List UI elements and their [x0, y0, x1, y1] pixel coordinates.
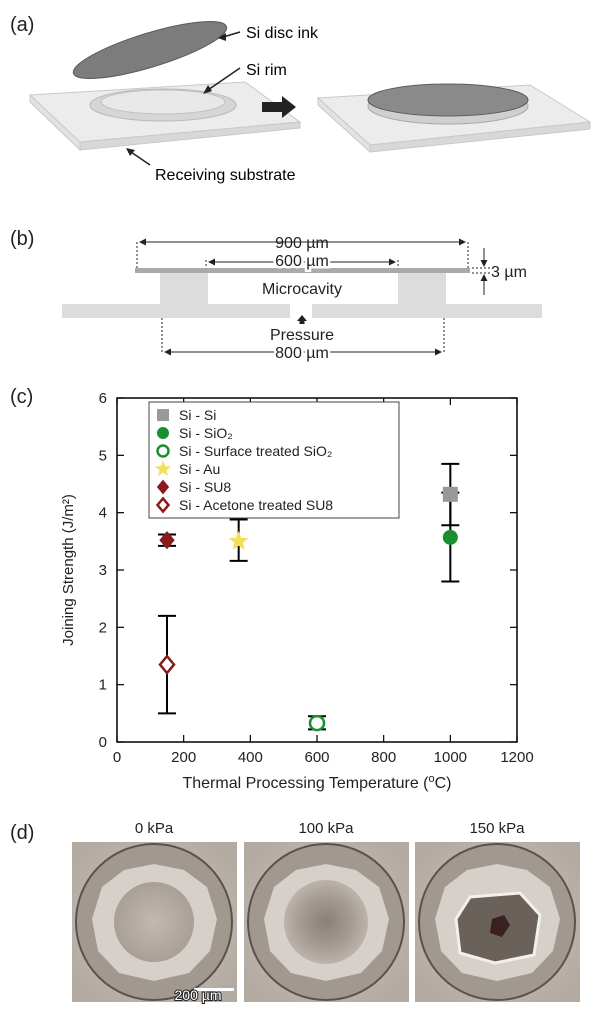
legend-marker — [156, 479, 170, 495]
x-tick-label: 600 — [304, 749, 329, 766]
microcavity-label: Microcavity — [262, 281, 342, 298]
chart-legend: Si - Si Si - SiO₂ Si - Surface treated SiO… — [148, 401, 400, 519]
panel-c-label: (c) — [10, 386, 34, 408]
disc-membrane — [135, 268, 470, 273]
dim-900-label: 900 µm — [275, 235, 329, 252]
x-axis-label: Thermal Processing Temperature (oC) — [182, 773, 451, 792]
y-tick-label: 0 — [99, 734, 107, 751]
x-tick-label: 0 — [113, 749, 121, 766]
si-disc-ink — [72, 21, 228, 79]
substrate-bar-right — [312, 304, 542, 318]
panel-b-diagram: 900 µm 600 µm 3 µm Microcavity Pressure … — [62, 235, 542, 365]
substrate-label: Receiving substrate — [155, 167, 296, 184]
x-tick-label: 1000 — [434, 749, 467, 766]
caption-0kpa: 0 kPa — [135, 820, 174, 837]
pressure-arrow-icon — [297, 315, 307, 321]
dim-600-label: 600 µm — [275, 253, 329, 270]
dim-3-label: 3 µm — [491, 264, 527, 281]
y-tick-label: 2 — [99, 619, 107, 636]
legend-label: Si - SiO₂ — [179, 425, 233, 441]
micrograph-150kpa: 150 kPa — [415, 820, 580, 1002]
micrograph-100kpa: 100 kPa — [244, 820, 409, 1002]
data-point — [442, 529, 458, 545]
y-axis-label: Joining Strength (J/m²) — [60, 494, 77, 646]
data-point — [442, 486, 458, 502]
substrate-bar-left — [62, 304, 290, 318]
legend-marker — [154, 460, 172, 476]
y-tick-label: 1 — [99, 677, 107, 694]
arrow-right-icon — [262, 96, 296, 118]
x-tick-label: 1200 — [500, 749, 533, 766]
x-tick-label: 200 — [171, 749, 196, 766]
x-tick-label: 400 — [238, 749, 263, 766]
legend-marker — [157, 409, 169, 421]
data-point — [159, 531, 175, 550]
y-tick-label: 5 — [99, 447, 107, 464]
legend-label: Si - SU8 — [179, 479, 231, 495]
pressure-label: Pressure — [270, 327, 334, 344]
legend-label: Si - Surface treated SiO₂ — [179, 443, 332, 459]
legend-marker — [155, 496, 171, 514]
data-point — [158, 654, 176, 675]
data-point — [228, 530, 249, 550]
legend-marker — [157, 427, 169, 439]
panel-a-illustration: Si disc ink Si rim Receiving substrate — [28, 21, 592, 184]
panel-d-label: (d) — [10, 822, 35, 844]
legend-box — [148, 401, 400, 519]
dim-800-label: 800 µm — [275, 345, 329, 362]
y-tick-label: 6 — [99, 390, 107, 407]
x-tick-label: 800 — [371, 749, 396, 766]
bonded-disc — [367, 83, 529, 117]
data-point — [308, 714, 326, 732]
legend-label: Si - Acetone treated SU8 — [179, 497, 333, 513]
si-rim-label: Si rim — [246, 62, 287, 79]
y-tick-label: 4 — [99, 505, 107, 522]
panel-b-label: (b) — [10, 228, 35, 250]
legend-marker — [156, 444, 170, 458]
micrograph-0kpa: 0 kPa 200 µm — [72, 820, 237, 1004]
y-tick-label: 3 — [99, 562, 107, 579]
legend-label: Si - Si — [179, 407, 216, 423]
caption-100kpa: 100 kPa — [298, 820, 354, 837]
panel-d-micrographs: 0 kPa 200 µm 100 kPa 150 kPa — [72, 820, 580, 1004]
joining-strength-chart: 0 200 400 600 800 1000 1200 0 1 2 3 4 5 6 Joining Str… — [60, 390, 534, 792]
legend-label: Si - Au — [179, 461, 220, 477]
panel-a-label: (a) — [10, 14, 35, 36]
disc-ink-label: Si disc ink — [246, 25, 319, 42]
plot-frame — [116, 397, 518, 743]
scale-bar-label: 200 µm — [175, 987, 222, 1003]
caption-150kpa: 150 kPa — [469, 820, 525, 837]
